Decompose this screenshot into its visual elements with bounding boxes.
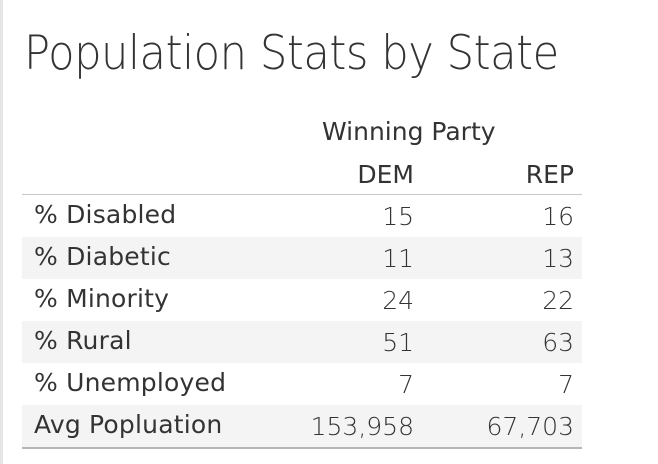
table-row[interactable]: Avg Popluation 153,958 67,703 <box>22 405 582 447</box>
dem-value: 15 <box>382 202 414 231</box>
rep-value: 63 <box>542 328 574 357</box>
dem-value: 24 <box>382 286 414 315</box>
row-label: Avg Popluation <box>34 410 223 439</box>
table-row[interactable]: % Rural 51 63 <box>22 321 582 363</box>
row-label: % Disabled <box>34 200 177 229</box>
page-title: Population Stats by State <box>24 26 559 81</box>
row-label: % Minority <box>34 284 170 313</box>
stats-table: % Disabled 15 16 % Diabetic 11 13 % Mino… <box>22 194 582 449</box>
column-group-header: Winning Party <box>322 117 496 146</box>
dem-value: 11 <box>382 244 414 273</box>
row-label: % Rural <box>34 326 132 355</box>
table-row[interactable]: % Minority 24 22 <box>22 279 582 321</box>
rep-value: 22 <box>542 286 574 315</box>
left-border <box>0 0 3 464</box>
row-label: % Unemployed <box>34 368 227 397</box>
table-row[interactable]: % Diabetic 11 13 <box>22 237 582 279</box>
rep-value: 13 <box>542 244 574 273</box>
rep-value: 16 <box>542 202 574 231</box>
table-row[interactable]: % Disabled 15 16 <box>22 195 582 237</box>
table-row[interactable]: % Unemployed 7 7 <box>22 363 582 405</box>
row-label: % Diabetic <box>34 242 171 271</box>
rep-value: 67,703 <box>486 412 574 441</box>
dem-value: 51 <box>382 328 414 357</box>
dem-value: 153,958 <box>310 412 414 441</box>
rep-value: 7 <box>558 370 574 399</box>
dem-value: 7 <box>398 370 414 399</box>
column-header-rep: REP <box>525 160 574 189</box>
column-header-dem: DEM <box>357 160 414 189</box>
